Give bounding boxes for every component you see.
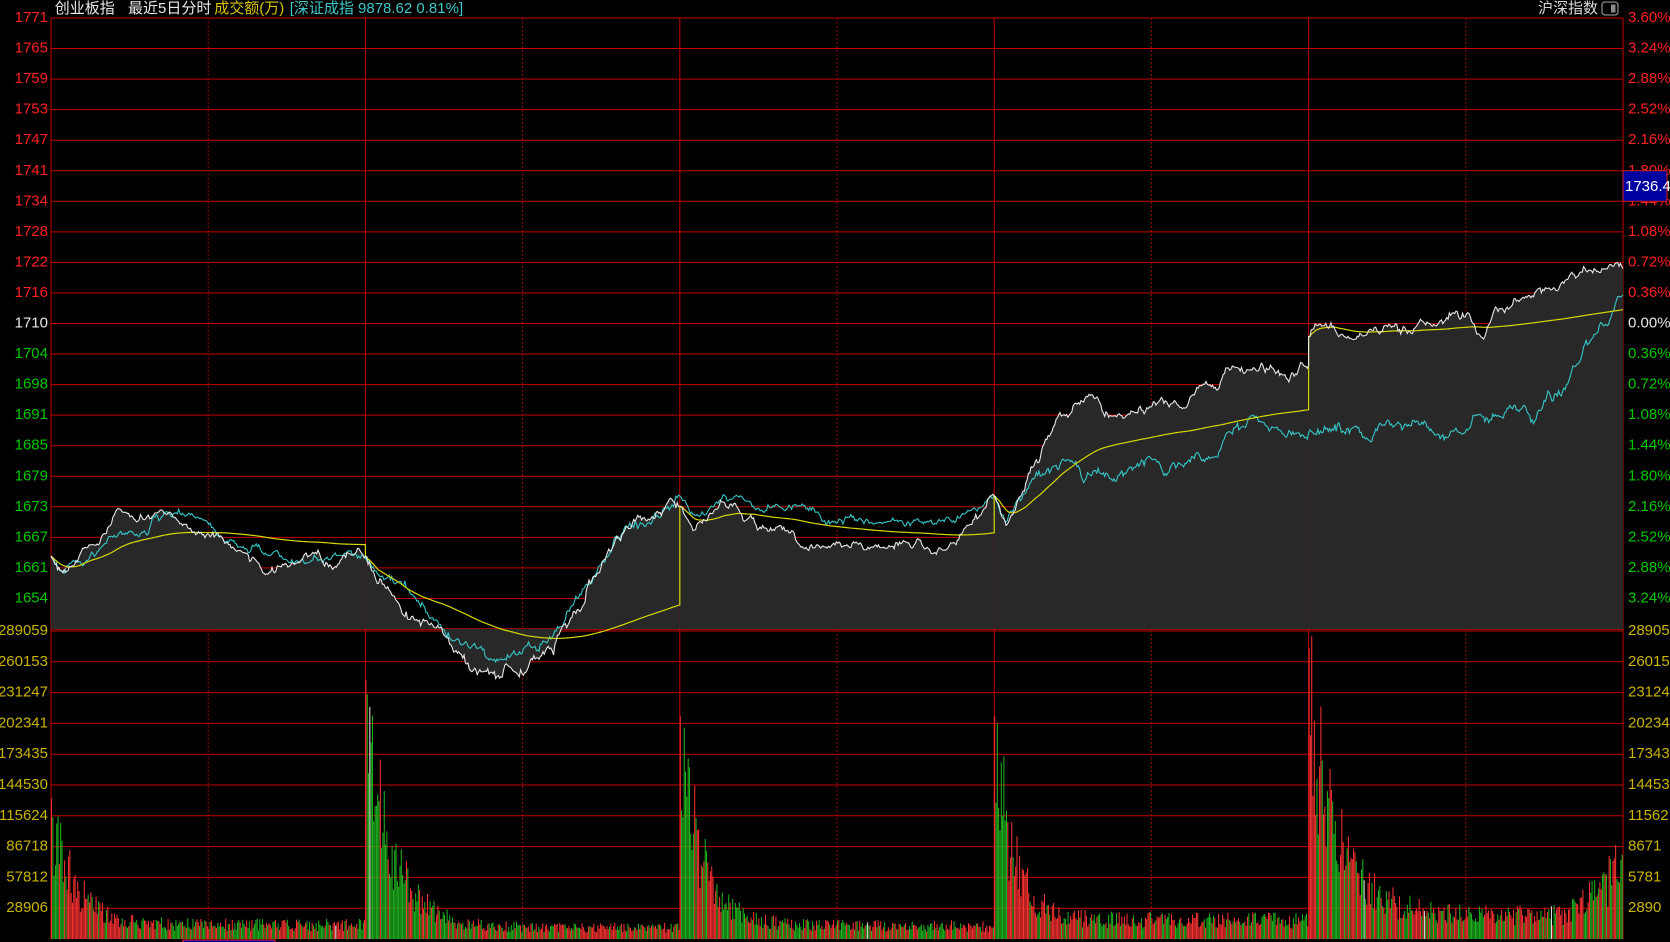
svg-text:1.80%: 1.80% — [1628, 467, 1670, 484]
svg-text:2.88%: 2.88% — [1628, 559, 1670, 576]
svg-text:1654: 1654 — [15, 589, 48, 606]
svg-text:26015: 26015 — [1628, 653, 1670, 670]
svg-text:0.72%: 0.72% — [1628, 376, 1670, 393]
svg-text:1765: 1765 — [15, 40, 48, 57]
svg-text:1667: 1667 — [15, 528, 48, 545]
svg-text:成交额(万): 成交额(万) — [214, 0, 284, 17]
svg-text:2.16%: 2.16% — [1628, 131, 1670, 148]
svg-text:2.52%: 2.52% — [1628, 101, 1670, 118]
svg-text:最近5日分时: 最近5日分时 — [128, 0, 211, 17]
svg-text:8671: 8671 — [1628, 838, 1661, 855]
svg-text:2.52%: 2.52% — [1628, 528, 1670, 545]
svg-text:3.24%: 3.24% — [1628, 40, 1670, 57]
svg-text:28905: 28905 — [1628, 622, 1670, 639]
svg-text:115624: 115624 — [0, 807, 48, 824]
svg-text:1661: 1661 — [15, 559, 48, 576]
svg-text:5781: 5781 — [1628, 868, 1661, 885]
svg-text:2.16%: 2.16% — [1628, 498, 1670, 515]
svg-text:1679: 1679 — [15, 467, 48, 484]
svg-text:2.88%: 2.88% — [1628, 70, 1670, 87]
svg-text:1771: 1771 — [15, 9, 48, 26]
svg-text:14453: 14453 — [1628, 776, 1670, 793]
svg-text:289059: 289059 — [0, 622, 48, 639]
svg-text:0.00%: 0.00% — [1628, 315, 1670, 332]
svg-text:260153: 260153 — [0, 653, 48, 670]
svg-text:沪深指数: 沪深指数 — [1538, 0, 1598, 17]
svg-text:20234: 20234 — [1628, 714, 1670, 731]
svg-text:0.36%: 0.36% — [1628, 345, 1670, 362]
svg-text:202341: 202341 — [0, 714, 48, 731]
svg-text:11562: 11562 — [1628, 807, 1669, 824]
svg-text:1710: 1710 — [15, 315, 48, 332]
svg-text:3.60%: 3.60% — [1628, 9, 1670, 26]
svg-text:1753: 1753 — [15, 101, 48, 118]
svg-text:231247: 231247 — [0, 684, 48, 701]
svg-text:1728: 1728 — [15, 223, 48, 240]
svg-text:1734: 1734 — [15, 192, 48, 209]
svg-text:创业板指: 创业板指 — [55, 0, 115, 17]
svg-text:28906: 28906 — [6, 899, 48, 916]
svg-text:1722: 1722 — [15, 253, 48, 270]
svg-text:0.36%: 0.36% — [1628, 284, 1670, 301]
svg-text:[深证成指 9878.62 0.81%]: [深证成指 9878.62 0.81%] — [290, 0, 463, 17]
svg-text:23124: 23124 — [1628, 684, 1670, 701]
svg-text:1691: 1691 — [15, 406, 48, 423]
svg-text:173435: 173435 — [0, 745, 48, 762]
svg-text:1.08%: 1.08% — [1628, 223, 1670, 240]
svg-text:17343: 17343 — [1628, 745, 1670, 762]
svg-text:1759: 1759 — [15, 70, 48, 87]
svg-text:144530: 144530 — [0, 776, 48, 793]
svg-text:1716: 1716 — [15, 284, 48, 301]
svg-text:1.44%: 1.44% — [1628, 437, 1670, 454]
svg-text:86718: 86718 — [6, 838, 48, 855]
svg-text:1673: 1673 — [15, 498, 48, 515]
svg-text:1736.4: 1736.4 — [1625, 178, 1670, 195]
svg-text:1685: 1685 — [15, 437, 48, 454]
svg-text:3.24%: 3.24% — [1628, 589, 1670, 606]
svg-text:2890: 2890 — [1628, 899, 1661, 916]
svg-text:0.72%: 0.72% — [1628, 253, 1670, 270]
svg-text:57812: 57812 — [6, 868, 48, 885]
svg-text:1704: 1704 — [15, 345, 48, 362]
svg-text:1741: 1741 — [15, 162, 48, 179]
svg-text:1698: 1698 — [15, 376, 48, 393]
svg-text:1747: 1747 — [15, 131, 48, 148]
svg-text:1.08%: 1.08% — [1628, 406, 1670, 423]
